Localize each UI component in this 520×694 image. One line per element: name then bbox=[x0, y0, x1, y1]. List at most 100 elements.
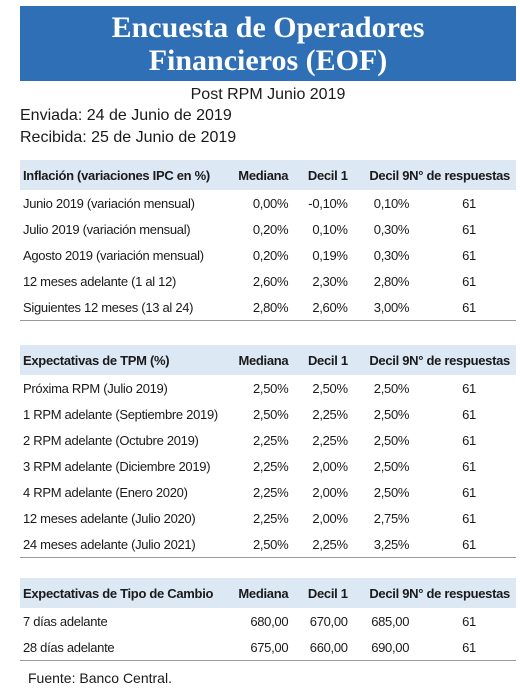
cell-decile-9: 0,30% bbox=[373, 247, 410, 263]
cell-median: 2,25% bbox=[252, 458, 289, 474]
cell-median: 2,50% bbox=[252, 406, 289, 422]
cell-responses: 61 bbox=[462, 273, 476, 289]
cell-label: Siguientes 12 meses (13 al 24) bbox=[20, 294, 219, 321]
cell-decile-9: 2,50% bbox=[373, 432, 410, 448]
cell-decile-1: 660,00 bbox=[288, 634, 348, 661]
column-header-responses: N° de respuestas bbox=[409, 352, 510, 368]
cell-decile-9: 2,50% bbox=[373, 406, 410, 422]
cell-decile-9: 0,30% bbox=[373, 221, 410, 237]
exchange-rate-table: Expectativas de Tipo de Cambio Mediana Dec… bbox=[20, 578, 516, 661]
column-header-decile-9: Decil 9 bbox=[369, 352, 410, 368]
cell-responses: 61 bbox=[462, 195, 476, 211]
cell-label: Próxima RPM (Julio 2019) bbox=[23, 380, 168, 396]
cell-decile-9: 3,00% bbox=[347, 294, 409, 321]
title-line-2: Financieros (EOF) bbox=[148, 44, 388, 77]
table-row: 12 meses adelante (1 al 12) 2,60% 2,30% 2,8… bbox=[20, 268, 516, 294]
cell-responses: 61 bbox=[409, 531, 516, 558]
cell-label: 1 RPM adelante (Septiembre 2019) bbox=[23, 406, 218, 422]
cell-decile-9: 2,50% bbox=[373, 380, 410, 396]
cell-responses: 61 bbox=[409, 634, 516, 661]
received-date: Recibida: 25 de Junio de 2019 bbox=[20, 129, 237, 146]
column-header-label: Expectativas de Tipo de Cambio bbox=[23, 585, 214, 601]
title-banner: Encuesta de Operadores Financieros (EOF) bbox=[20, 6, 516, 81]
cell-decile-9: 2,50% bbox=[373, 484, 410, 500]
cell-responses: 61 bbox=[462, 221, 476, 237]
table-row: 3 RPM adelante (Diciembre 2019) 2,25% 2,00… bbox=[20, 453, 516, 479]
cell-responses: 61 bbox=[462, 613, 476, 629]
cell-median: 2,50% bbox=[218, 531, 289, 558]
cell-decile-1: -0,10% bbox=[308, 195, 348, 211]
cell-label: Julio 2019 (variación mensual) bbox=[23, 221, 191, 237]
cell-decile-1: 670,00 bbox=[309, 613, 348, 629]
table-row: Julio 2019 (variación mensual) 0,20% 0,10%… bbox=[20, 216, 516, 242]
cell-decile-1: 2,25% bbox=[288, 531, 348, 558]
column-header-responses: N° de respuestas bbox=[409, 585, 510, 601]
column-header-decile-1: Decil 1 bbox=[307, 585, 348, 601]
table-row: 12 meses adelante (Julio 2020) 2,25% 2,00%… bbox=[20, 505, 516, 531]
cell-label: 12 meses adelante (1 al 12) bbox=[23, 273, 177, 289]
cell-median: 2,25% bbox=[252, 484, 289, 500]
cell-label: 3 RPM adelante (Diciembre 2019) bbox=[23, 458, 211, 474]
table-row: Siguientes 12 meses (13 al 24) 2,80% 2,60%… bbox=[20, 294, 516, 321]
cell-responses: 61 bbox=[462, 510, 476, 526]
column-header-decile-9: Decil 9 bbox=[369, 167, 410, 183]
cell-decile-9: 0,10% bbox=[373, 195, 410, 211]
table-row: 2 RPM adelante (Octubre 2019) 2,25% 2,25% 2… bbox=[20, 427, 516, 453]
cell-median: 2,60% bbox=[252, 273, 289, 289]
column-header-decile-9: Decil 9 bbox=[369, 585, 410, 601]
column-header-label: Inflación (variaciones IPC en %) bbox=[23, 167, 210, 183]
cell-decile-9: 2,50% bbox=[373, 458, 410, 474]
column-header-label: Expectativas de TPM (%) bbox=[23, 352, 170, 368]
cell-median: 0,00% bbox=[252, 195, 289, 211]
cell-decile-1: 0,10% bbox=[312, 221, 348, 237]
column-header-decile-1: Decil 1 bbox=[307, 352, 348, 368]
source-note: Fuente: Banco Central. bbox=[28, 670, 172, 686]
cell-decile-1: 2,50% bbox=[312, 380, 348, 396]
cell-label: Junio 2019 (variación mensual) bbox=[23, 195, 195, 211]
subtitle: Post RPM Junio 2019 bbox=[190, 86, 346, 103]
cell-decile-1: 2,60% bbox=[288, 294, 348, 321]
cell-decile-9: 2,75% bbox=[373, 510, 410, 526]
cell-label: 4 RPM adelante (Enero 2020) bbox=[23, 484, 188, 500]
table-row: 28 días adelante 675,00 660,00 690,00 61 bbox=[20, 634, 516, 661]
cell-label: Agosto 2019 (variación mensual) bbox=[23, 247, 204, 263]
cell-responses: 61 bbox=[462, 247, 476, 263]
cell-label: 12 meses adelante (Julio 2020) bbox=[23, 510, 196, 526]
cell-label: 28 días adelante bbox=[20, 634, 219, 661]
cell-median: 0,20% bbox=[252, 221, 289, 237]
cell-decile-1: 2,00% bbox=[312, 484, 348, 500]
cell-decile-1: 2,30% bbox=[312, 273, 348, 289]
cell-label: 24 meses adelante (Julio 2021) bbox=[20, 531, 219, 558]
sent-date: Enviada: 24 de Junio de 2019 bbox=[20, 107, 232, 124]
cell-decile-1: 2,00% bbox=[312, 458, 348, 474]
cell-responses: 61 bbox=[462, 484, 476, 500]
table-row: 24 meses adelante (Julio 2021) 2,50% 2,25%… bbox=[20, 531, 516, 558]
column-header-decile-1: Decil 1 bbox=[307, 167, 348, 183]
table-row: 4 RPM adelante (Enero 2020) 2,25% 2,00% 2,5… bbox=[20, 479, 516, 505]
cell-decile-1: 0,19% bbox=[312, 247, 348, 263]
cell-median: 675,00 bbox=[218, 634, 289, 661]
cell-responses: 61 bbox=[462, 432, 476, 448]
cell-median: 2,25% bbox=[252, 510, 289, 526]
table-row: Próxima RPM (Julio 2019) 2,50% 2,50% 2,50% 6… bbox=[20, 375, 516, 401]
cell-decile-9: 3,25% bbox=[347, 531, 409, 558]
cell-label: 7 días adelante bbox=[23, 613, 108, 629]
column-header-median: Mediana bbox=[238, 352, 289, 368]
cell-decile-1: 2,25% bbox=[312, 432, 348, 448]
cell-median: 680,00 bbox=[250, 613, 289, 629]
column-header-median: Mediana bbox=[238, 585, 289, 601]
table-row: Junio 2019 (variación mensual) 0,00% -0,10… bbox=[20, 190, 516, 216]
cell-median: 2,50% bbox=[252, 380, 289, 396]
cell-responses: 61 bbox=[462, 406, 476, 422]
column-header-responses: N° de respuestas bbox=[409, 167, 510, 183]
table-header-row: Inflación (variaciones IPC en %) Mediana D… bbox=[20, 160, 516, 190]
inflation-table: Inflación (variaciones IPC en %) Mediana D… bbox=[20, 160, 516, 321]
cell-decile-1: 2,00% bbox=[312, 510, 348, 526]
cell-responses: 61 bbox=[409, 294, 516, 321]
table-header-row: Expectativas de TPM (%) Mediana Decil 1 Dec… bbox=[20, 345, 516, 375]
tpm-table: Expectativas de TPM (%) Mediana Decil 1 Dec… bbox=[20, 345, 516, 558]
cell-median: 0,20% bbox=[252, 247, 289, 263]
table-row: Agosto 2019 (variación mensual) 0,20% 0,19… bbox=[20, 242, 516, 268]
cell-decile-9: 685,00 bbox=[371, 613, 410, 629]
cell-median: 2,25% bbox=[252, 432, 289, 448]
